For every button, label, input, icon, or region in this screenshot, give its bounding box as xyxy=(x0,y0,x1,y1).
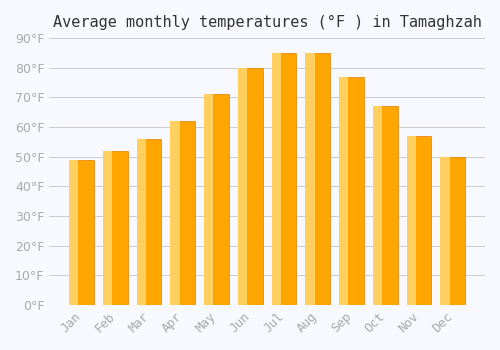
Bar xyxy=(339,77,348,305)
Bar xyxy=(108,151,128,305)
Bar xyxy=(406,136,416,305)
Bar xyxy=(69,160,78,305)
Bar xyxy=(276,53,296,305)
Bar xyxy=(445,157,465,305)
Bar xyxy=(411,136,432,305)
Bar xyxy=(440,157,450,305)
Title: Average monthly temperatures (°F ) in Tamaghzah: Average monthly temperatures (°F ) in Ta… xyxy=(52,15,482,30)
Bar xyxy=(204,94,214,305)
Bar xyxy=(344,77,364,305)
Bar xyxy=(208,94,229,305)
Bar xyxy=(306,53,314,305)
Bar xyxy=(373,106,382,305)
Bar xyxy=(272,53,281,305)
Bar xyxy=(74,160,94,305)
Bar xyxy=(136,139,146,305)
Bar xyxy=(103,151,112,305)
Bar xyxy=(378,106,398,305)
Bar xyxy=(141,139,162,305)
Bar xyxy=(238,68,247,305)
Bar xyxy=(310,53,330,305)
Bar xyxy=(242,68,262,305)
Bar xyxy=(175,121,195,305)
Bar xyxy=(170,121,179,305)
